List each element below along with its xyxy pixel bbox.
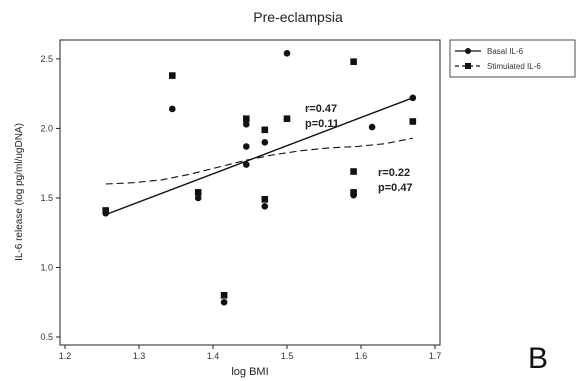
stimulated-data-point [220,291,228,299]
legend-label: Stimulated IL-6 [487,62,541,71]
stimulated-data-point [350,189,357,196]
panel-label: B [528,342,548,375]
legend-marker-circle [465,48,471,54]
basal-data-point [368,123,376,131]
y-tick-label: 2.0 [40,123,53,133]
stimulated-stat-text: p=0.47 [378,182,413,194]
stimulated-data-point [350,58,357,65]
stimulated-data-point [102,207,109,214]
basal-fit-line [105,97,414,216]
stimulated-data-point [243,115,250,122]
x-tick-label: 1.6 [355,351,368,361]
data-points [102,50,417,306]
basal-data-point [409,94,417,102]
legend-label: Basal IL-6 [487,47,524,56]
x-tick-label: 1.7 [429,351,442,361]
legend-marker-square [465,63,471,69]
axis-ticks: 1.2 1.3 1.4 1.5 1.6 1.7 0.5 1.0 1.5 2.0 2.5 [40,54,441,361]
x-axis-label: log BMI [231,366,268,378]
basal-data-point [283,50,291,57]
y-tick-label: 0.5 [40,332,53,342]
y-tick-label: 2.5 [40,54,53,64]
stimulated-data-point [261,196,269,203]
stimulated-data-point [169,72,176,79]
correlation-annotations: r=0.47 p=0.11 r=0.22 p=0.47 [305,103,413,194]
x-tick-label: 1.4 [207,351,220,361]
y-axis-label: IL-6 release (log pg/ml/ugDNA) [14,123,25,261]
chart-title: Pre-eclampsia [253,9,343,25]
plot-area-frame [59,39,441,346]
basal-data-point [243,120,250,128]
basal-stat-text: p=0.11 [305,118,339,130]
basal-data-point [243,161,250,168]
stimulated-stat-text: r=0.22 [378,167,410,179]
legend-box [449,39,576,78]
basal-data-point [169,105,176,113]
stimulated-data-point [194,189,202,196]
stimulated-fit-line [105,137,413,185]
legend: Basal IL-6 Stimulated IL-6 [449,39,576,78]
regression-lines [105,97,414,216]
y-tick-label: 1.5 [40,193,53,203]
stimulated-data-point [261,126,269,134]
basal-data-point [243,143,250,150]
basal-stat-text: r=0.47 [305,103,337,115]
basal-data-point [220,298,228,306]
stimulated-data-point [283,115,291,122]
basal-data-point [261,202,269,210]
stimulated-data-point [409,118,417,125]
basal-data-point [194,194,202,202]
y-tick-label: 1.0 [40,262,53,272]
x-tick-label: 1.3 [133,351,146,361]
x-tick-label: 1.2 [59,351,72,361]
stimulated-data-point [350,168,357,175]
basal-data-point [261,139,269,146]
x-tick-label: 1.5 [281,351,294,361]
